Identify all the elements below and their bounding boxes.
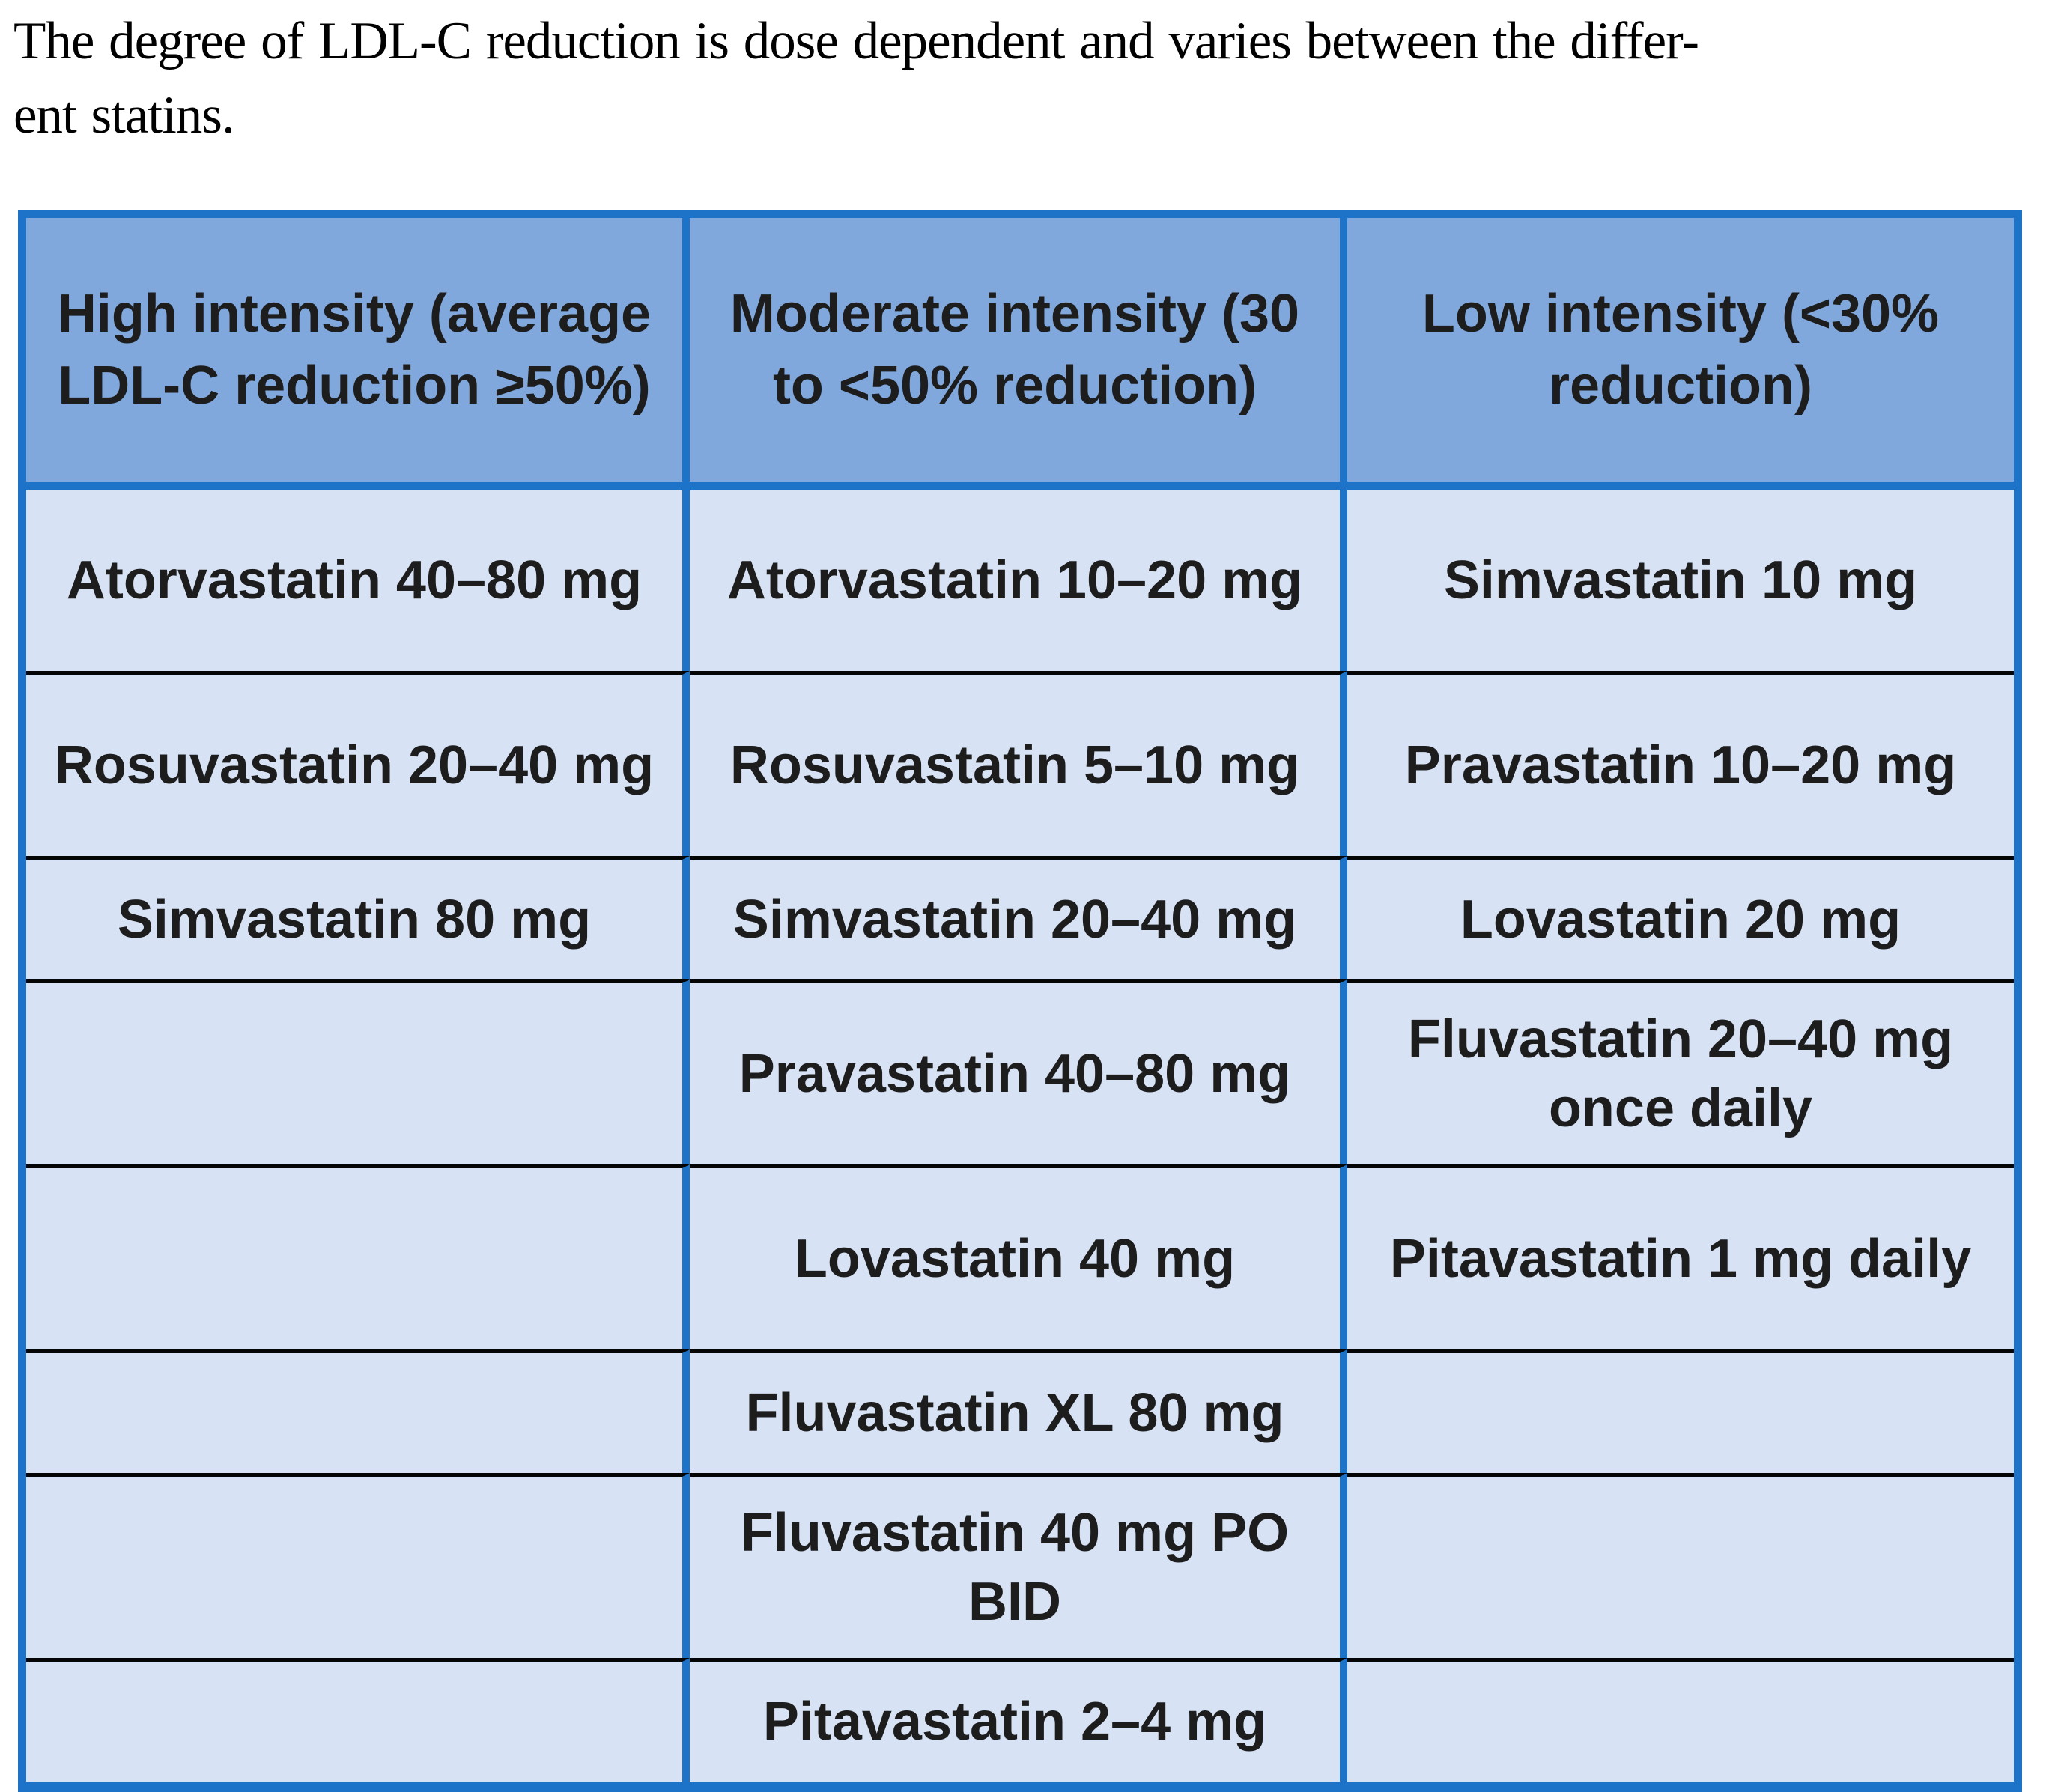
- table-row: Fluvastatin 40 mg PO BID: [26, 1473, 2014, 1658]
- statin-cell: [1347, 1473, 2014, 1658]
- statin-cell: Pravastatin 40–80 mg: [690, 979, 1347, 1164]
- intro-paragraph: The degree of LDL-C reduction is dose de…: [13, 4, 2057, 153]
- statin-cell: Rosuvastatin 5–10 mg: [690, 671, 1347, 856]
- statin-cell: Pitavastatin 1 mg daily: [1347, 1164, 2014, 1349]
- column-header-high-intensity: High intensity (average LDL-C reduction …: [26, 218, 690, 490]
- statin-cell: Atorvastatin 10–20 mg: [690, 490, 1347, 671]
- statin-cell: Fluvastatin 20–40 mg once daily: [1347, 979, 2014, 1164]
- statin-cell: [26, 979, 690, 1164]
- table-row: Fluvastatin XL 80 mg: [26, 1349, 2014, 1473]
- statin-cell: [26, 1658, 690, 1782]
- statin-cell: Simvastatin 80 mg: [26, 856, 690, 979]
- statin-cell: Lovastatin 40 mg: [690, 1164, 1347, 1349]
- table-row: Pravastatin 40–80 mg Fluvastatin 20–40 m…: [26, 979, 2014, 1164]
- statin-cell: Pravastatin 10–20 mg: [1347, 671, 2014, 856]
- statin-cell: Atorvastatin 40–80 mg: [26, 490, 690, 671]
- statin-cell: Fluvastatin XL 80 mg: [690, 1349, 1347, 1473]
- header-row: High intensity (average LDL-C reduction …: [26, 218, 2014, 490]
- table-row: Atorvastatin 40–80 mg Atorvastatin 10–20…: [26, 490, 2014, 671]
- statin-cell: [1347, 1349, 2014, 1473]
- intro-line-2: ent statins.: [13, 86, 235, 145]
- table-row: Rosuvastatin 20–40 mg Rosuvastatin 5–10 …: [26, 671, 2014, 856]
- statin-cell: Simvastatin 10 mg: [1347, 490, 2014, 671]
- column-header-low-intensity: Low intensity (<30% reduction): [1347, 218, 2014, 490]
- statin-cell: Simvastatin 20–40 mg: [690, 856, 1347, 979]
- statin-cell: Fluvastatin 40 mg PO BID: [690, 1473, 1347, 1658]
- statin-cell: [26, 1349, 690, 1473]
- statin-cell: Pitavastatin 2–4 mg: [690, 1658, 1347, 1782]
- table-row: Simvastatin 80 mg Simvastatin 20–40 mg L…: [26, 856, 2014, 979]
- table-row: Lovastatin 40 mg Pitavastatin 1 mg daily: [26, 1164, 2014, 1349]
- intro-line-1: The degree of LDL-C reduction is dose de…: [13, 12, 1699, 70]
- statin-cell: Lovastatin 20 mg: [1347, 856, 2014, 979]
- column-header-moderate-intensity: Moderate intensity (30 to <50% reduction…: [690, 218, 1347, 490]
- statin-cell: [1347, 1658, 2014, 1782]
- statin-cell: Rosuvastatin 20–40 mg: [26, 671, 690, 856]
- statin-cell: [26, 1473, 690, 1658]
- statin-cell: [26, 1164, 690, 1349]
- statin-intensity-table: High intensity (average LDL-C reduction …: [18, 210, 2022, 1792]
- table-row: Pitavastatin 2–4 mg: [26, 1658, 2014, 1782]
